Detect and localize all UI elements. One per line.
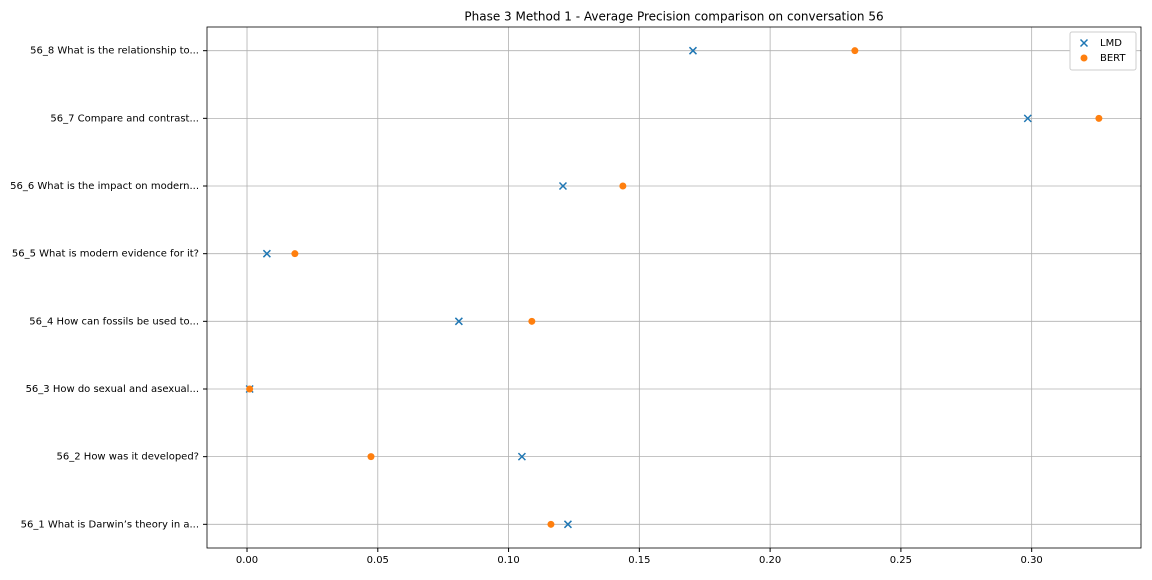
legend-label: BERT (1100, 53, 1126, 64)
point (1080, 54, 1088, 62)
x-tick-label: 0.25 (890, 555, 912, 566)
x-tick-label: 0.20 (759, 555, 781, 566)
point (688, 46, 697, 55)
x-tick-label: 0.10 (497, 555, 519, 566)
y-tick-label: 56_4 How can fossils be used to... (29, 316, 199, 327)
x-tick-label: 0.15 (628, 555, 650, 566)
point (563, 520, 572, 529)
y-tick-label: 56_2 How was it developed? (57, 452, 199, 463)
point (528, 317, 536, 325)
point (547, 520, 555, 528)
point (619, 182, 627, 190)
point (367, 453, 375, 461)
point (1095, 114, 1103, 122)
y-tick-label: 56_5 What is modern evidence for it? (12, 249, 199, 260)
point (262, 249, 271, 258)
plot-frame (206, 26, 1142, 549)
y-tick-label: 56_3 How do sexual and asexual... (26, 384, 199, 395)
y-tick-label: 56_1 What is Darwin’s theory in a... (21, 519, 199, 530)
chart-title: Phase 3 Method 1 - Average Precision com… (464, 10, 883, 24)
point (517, 452, 526, 461)
legend-label: LMD (1100, 38, 1122, 49)
x-tick-label: 0.30 (1021, 555, 1043, 566)
point (246, 385, 254, 393)
y-tick-label: 56_6 What is the impact on modern... (10, 181, 199, 192)
point (558, 181, 568, 191)
point (454, 317, 463, 326)
x-tick-label: 0.00 (236, 555, 258, 566)
point (851, 47, 859, 55)
y-tick-label: 56_8 What is the relationship to... (30, 46, 199, 57)
point (1023, 114, 1032, 123)
point (1079, 38, 1089, 48)
y-tick-label: 56_7 Compare and contrast... (50, 113, 199, 124)
point (291, 250, 299, 258)
x-tick-label: 0.05 (367, 555, 389, 566)
